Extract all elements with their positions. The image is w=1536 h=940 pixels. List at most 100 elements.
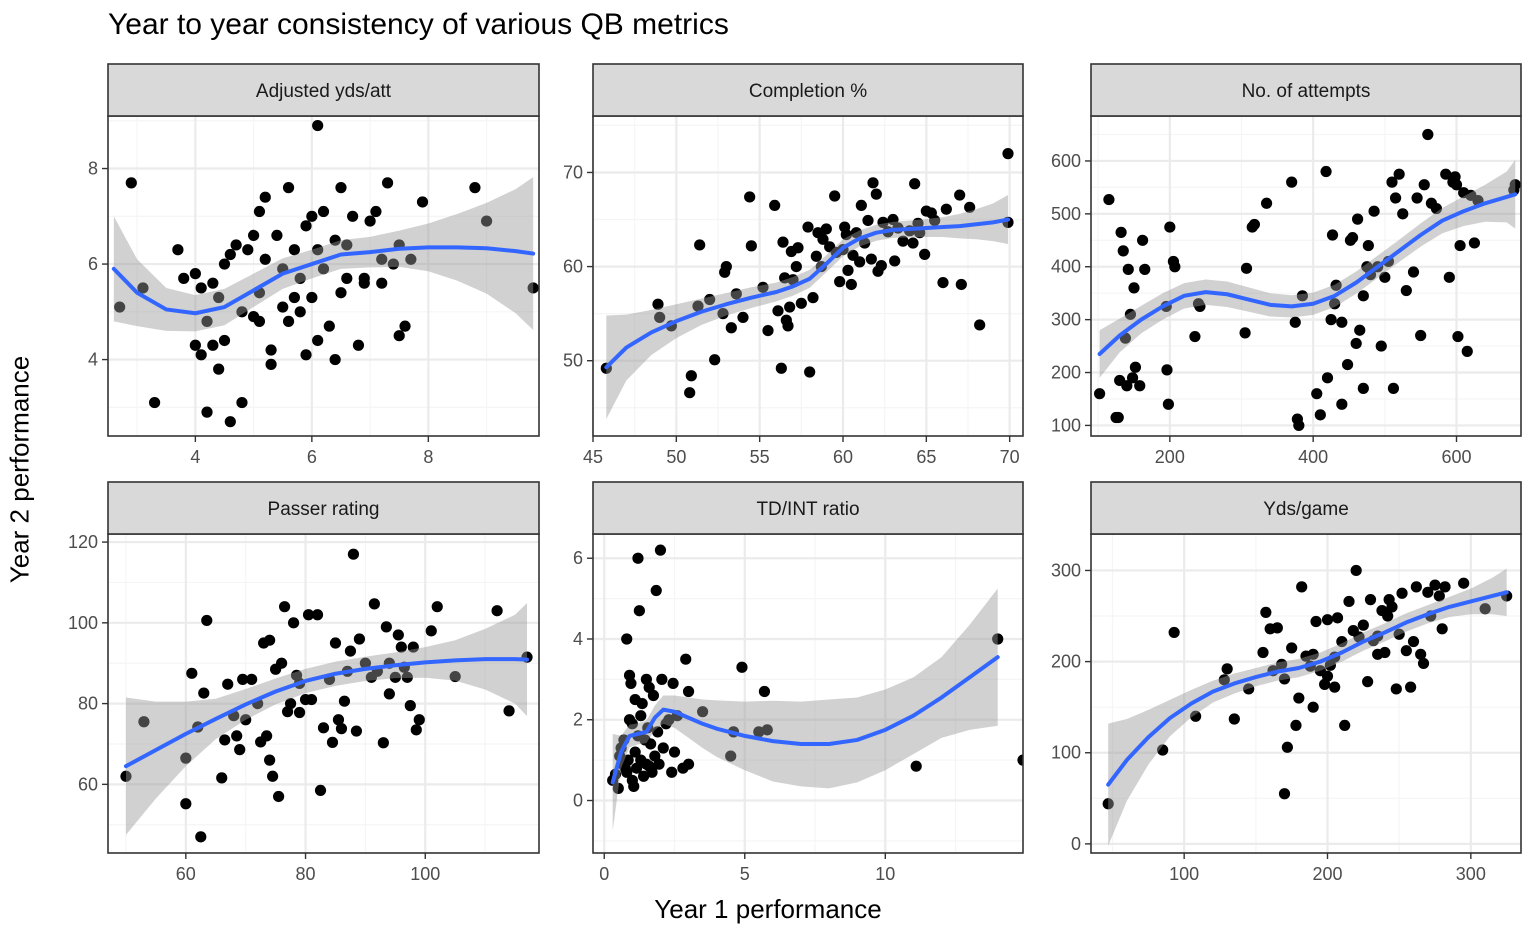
data-point <box>637 770 650 782</box>
data-point <box>271 229 283 242</box>
data-point <box>293 706 306 719</box>
data-point <box>1364 594 1377 606</box>
plot-area <box>111 119 539 428</box>
facet-panel: 100 200 300 0 100 200 300 Yds/game <box>1051 481 1522 884</box>
data-point <box>859 237 871 249</box>
data-point <box>120 770 132 782</box>
data-point <box>782 320 794 332</box>
data-point <box>1331 612 1344 624</box>
data-point <box>416 196 429 208</box>
facet-strip <box>107 63 540 117</box>
x-tick-label: 200 <box>1312 864 1342 884</box>
data-point <box>1169 261 1181 273</box>
facet-strip <box>592 481 1024 535</box>
data-point <box>810 250 822 262</box>
data-point <box>1353 631 1365 643</box>
data-point <box>213 363 225 375</box>
data-point <box>725 322 737 334</box>
data-point <box>359 657 372 669</box>
data-point <box>817 233 829 245</box>
smooth-line <box>604 217 1010 370</box>
y-tick-label: 60 <box>78 774 98 794</box>
data-point <box>1386 176 1398 188</box>
data-point <box>626 718 638 730</box>
data-point <box>1260 197 1273 209</box>
data-point <box>1162 398 1174 410</box>
data-point <box>667 677 679 690</box>
data-point <box>1346 232 1359 244</box>
data-point <box>775 362 787 374</box>
data-point <box>231 730 243 742</box>
data-point <box>1218 674 1230 686</box>
data-point <box>1320 165 1332 178</box>
data-point <box>654 311 666 324</box>
data-point <box>1321 372 1334 384</box>
plot-area <box>1102 564 1513 846</box>
data-point <box>865 253 877 265</box>
y-axis-label: Year 2 performance <box>4 355 35 584</box>
data-point <box>344 645 357 657</box>
data-point <box>300 349 312 361</box>
data-point <box>294 272 306 284</box>
data-point <box>1122 263 1134 275</box>
data-point <box>697 706 709 718</box>
x-tick-label: 45 <box>583 447 603 467</box>
data-point <box>312 334 324 347</box>
data-point <box>404 700 416 712</box>
data-point <box>1228 713 1240 725</box>
data-point <box>1336 635 1348 648</box>
data-point <box>306 210 318 222</box>
data-point <box>621 766 633 778</box>
data-point <box>180 798 192 810</box>
y-tick-label: 4 <box>88 350 98 370</box>
confidence-ribbon <box>612 588 998 831</box>
data-point <box>912 217 924 229</box>
data-point <box>1393 168 1405 180</box>
data-point <box>653 758 665 770</box>
data-point <box>370 205 382 218</box>
facet-strip-label: Passer rating <box>268 499 380 520</box>
data-point <box>1286 642 1298 654</box>
data-point <box>201 406 213 418</box>
smooth-line <box>123 657 530 769</box>
data-point <box>1415 329 1427 342</box>
data-point <box>234 744 246 756</box>
data-point <box>335 723 348 735</box>
data-point <box>666 766 678 778</box>
x-tick-label: 100 <box>1169 864 1199 884</box>
y-tick-label: 6 <box>573 548 583 568</box>
data-point <box>288 244 300 256</box>
data-point <box>909 178 921 190</box>
data-point <box>138 716 150 728</box>
data-point <box>213 291 225 304</box>
x-tick-label: 50 <box>666 447 686 467</box>
x-tick-label: 300 <box>1456 864 1486 884</box>
data-point <box>736 661 748 673</box>
data-point <box>964 201 976 213</box>
data-point <box>1386 601 1398 613</box>
data-point <box>955 278 967 291</box>
data-point <box>650 584 662 597</box>
data-point <box>264 754 276 766</box>
data-point <box>1379 646 1391 659</box>
x-tick-label: 0 <box>599 864 609 884</box>
data-point <box>1468 237 1481 249</box>
data-point <box>218 258 231 270</box>
data-point <box>795 297 807 309</box>
data-point <box>694 239 706 251</box>
y-tick-label: 100 <box>68 613 98 633</box>
data-point <box>347 548 360 560</box>
data-point <box>1357 382 1369 394</box>
facet-strip <box>1090 63 1522 117</box>
y-tick-label: 300 <box>1051 560 1081 580</box>
y-tick-label: 200 <box>1051 652 1081 672</box>
data-point <box>1124 308 1137 320</box>
data-point <box>792 242 804 254</box>
data-point <box>261 730 273 742</box>
data-point <box>311 609 324 621</box>
data-point <box>1330 279 1342 291</box>
data-point <box>737 311 749 324</box>
x-tick-label: 55 <box>750 447 770 467</box>
plot-area <box>607 544 1023 831</box>
data-point <box>265 344 277 356</box>
